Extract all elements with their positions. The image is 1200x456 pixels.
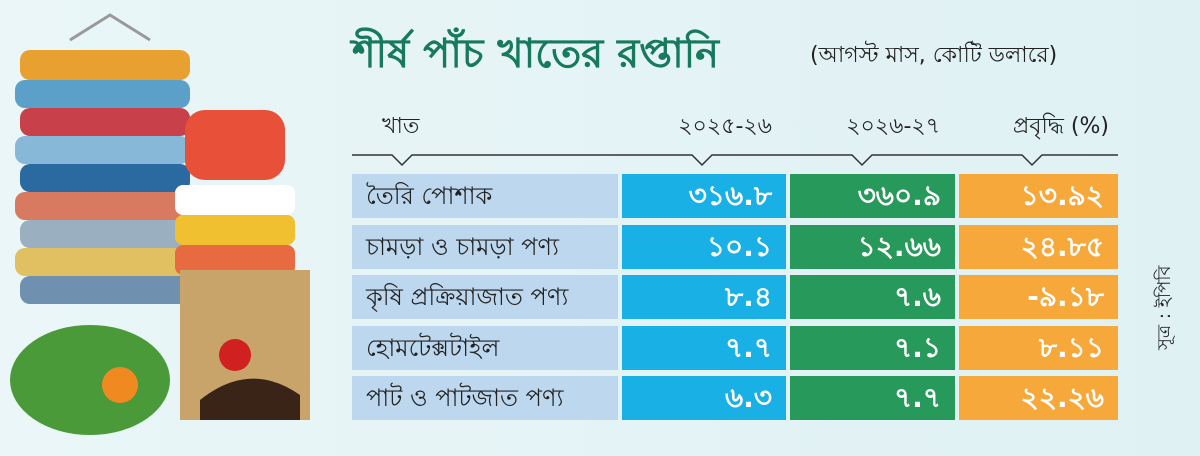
column-header: খাত xyxy=(382,114,420,139)
value-cell: ১৩.৯২ xyxy=(959,174,1118,218)
column-header: প্রবৃদ্ধি (%) xyxy=(1012,114,1109,139)
value-cell: ৩৬০.৯ xyxy=(790,174,955,218)
category-cell: পাট ও পাটজাত পণ্য xyxy=(352,376,618,420)
column-header: ২০২৫-২৬ xyxy=(678,114,772,139)
value-cell: ৬.৩ xyxy=(622,376,786,420)
value-cell: ৮.৪ xyxy=(622,275,786,319)
category-cell: হোমটেক্সটাইল xyxy=(352,325,618,370)
value-cell: ১২.৬৬ xyxy=(790,224,955,269)
value-cell: ৭.১ xyxy=(790,325,955,370)
value-cell: ২৪.৮৫ xyxy=(959,224,1118,269)
value-cell: ১০.১ xyxy=(622,224,786,269)
source: সূত্র : ইপিবি xyxy=(1154,265,1175,350)
category-cell: চামড়া ও চামড়া পণ্য xyxy=(352,224,618,269)
category-cell: কৃষি প্রক্রিয়াজাত পণ্য xyxy=(352,275,618,319)
header-rule xyxy=(352,154,1118,167)
column-header: ২০২৬-২৭ xyxy=(846,114,940,139)
value-cell: ৭.৭ xyxy=(622,325,786,370)
value-cell: ৩১৬.৮ xyxy=(622,174,786,218)
value-cell: ২২.২৬ xyxy=(959,376,1118,420)
illustration xyxy=(10,13,310,435)
value-cell: ৭.৭ xyxy=(790,376,955,420)
value-cell: -৯.১৮ xyxy=(959,275,1118,319)
value-cell: ৭.৬ xyxy=(790,275,955,319)
subtitle: (আগস্ট মাস, কোটি ডলারে) xyxy=(810,43,1058,68)
value-cell: ৮.১১ xyxy=(959,325,1118,370)
category-cell: তৈরি পোশাক xyxy=(352,174,618,218)
title: শীর্ষ পাঁচ খাতের রপ্তানি xyxy=(352,31,720,77)
